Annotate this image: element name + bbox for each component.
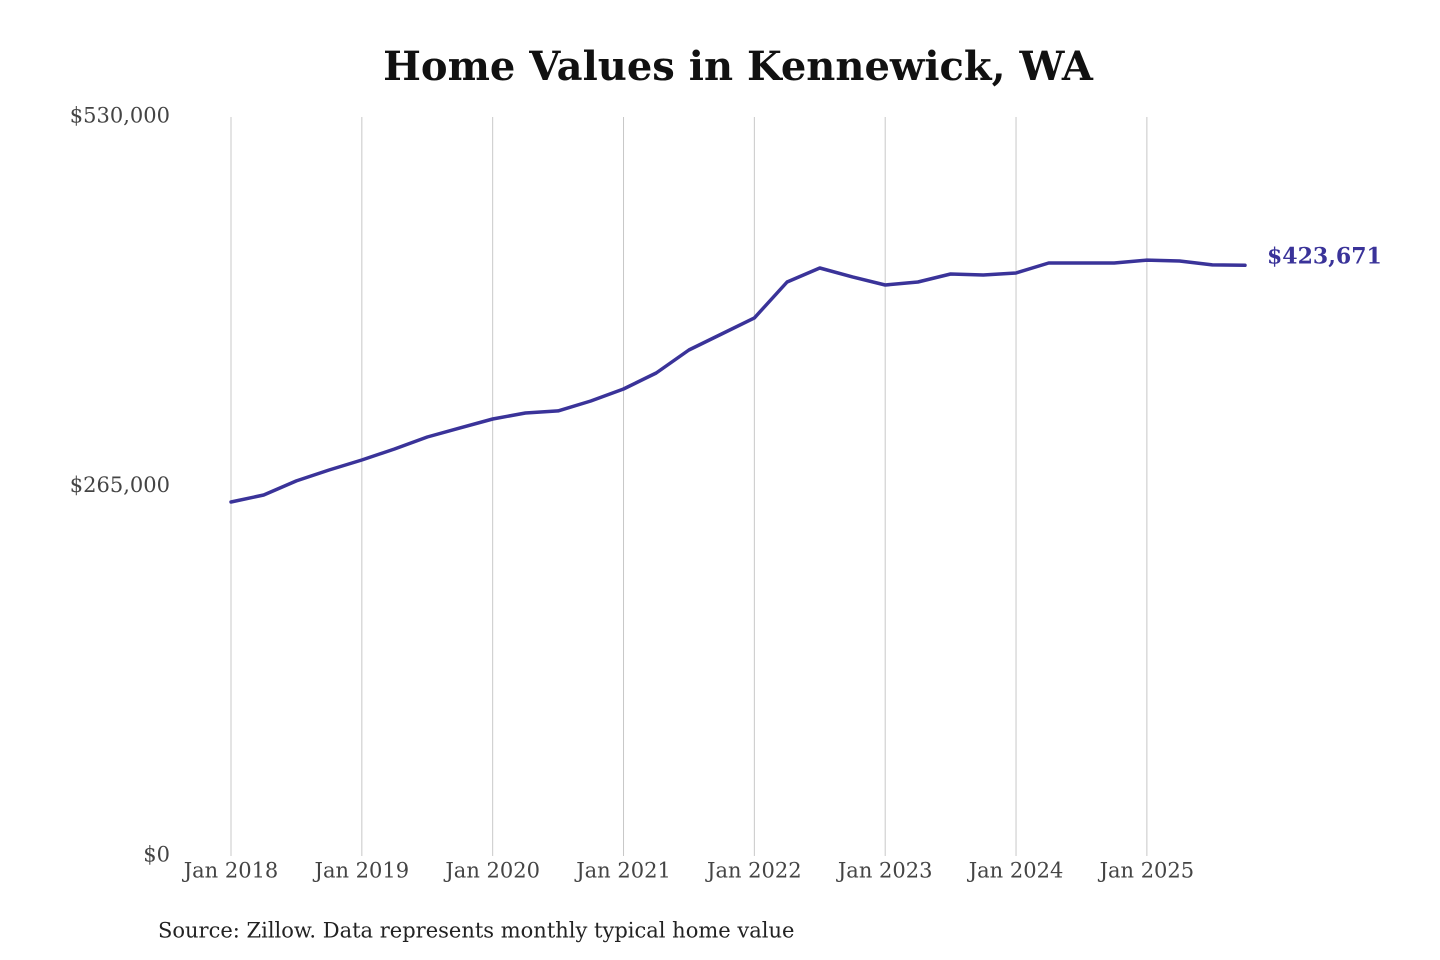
x-tick-label: Jan 2021 <box>574 859 671 883</box>
y-tick-label: $265,000 <box>70 473 170 497</box>
y-tick-label: $530,000 <box>70 104 170 128</box>
x-tick-label: Jan 2022 <box>705 859 802 883</box>
source-note: Source: Zillow. Data represents monthly … <box>158 919 794 943</box>
x-tick-label: Jan 2020 <box>443 859 540 883</box>
x-tick-label: Jan 2018 <box>182 859 279 883</box>
x-tick-label: Jan 2025 <box>1098 859 1195 883</box>
chart-title: Home Values in Kennewick, WA <box>383 43 1094 90</box>
end-value-label: $423,671 <box>1267 243 1382 269</box>
x-tick-label: Jan 2023 <box>836 859 933 883</box>
x-tick-label: Jan 2019 <box>313 859 410 883</box>
y-tick-label: $0 <box>143 843 170 867</box>
line-series <box>229 258 1247 504</box>
x-tick-label: Jan 2024 <box>967 859 1064 883</box>
